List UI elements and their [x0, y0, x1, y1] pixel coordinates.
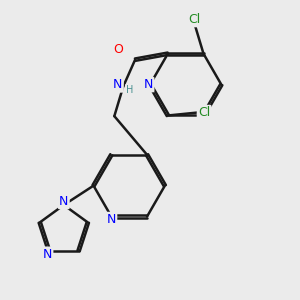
- Text: H: H: [126, 85, 134, 95]
- Text: Cl: Cl: [188, 13, 201, 26]
- Text: Cl: Cl: [198, 106, 210, 119]
- Text: N: N: [43, 248, 52, 261]
- Text: O: O: [113, 43, 123, 56]
- Text: N: N: [113, 78, 123, 92]
- Text: N: N: [107, 213, 116, 226]
- Text: N: N: [59, 195, 68, 208]
- Text: N: N: [144, 78, 153, 91]
